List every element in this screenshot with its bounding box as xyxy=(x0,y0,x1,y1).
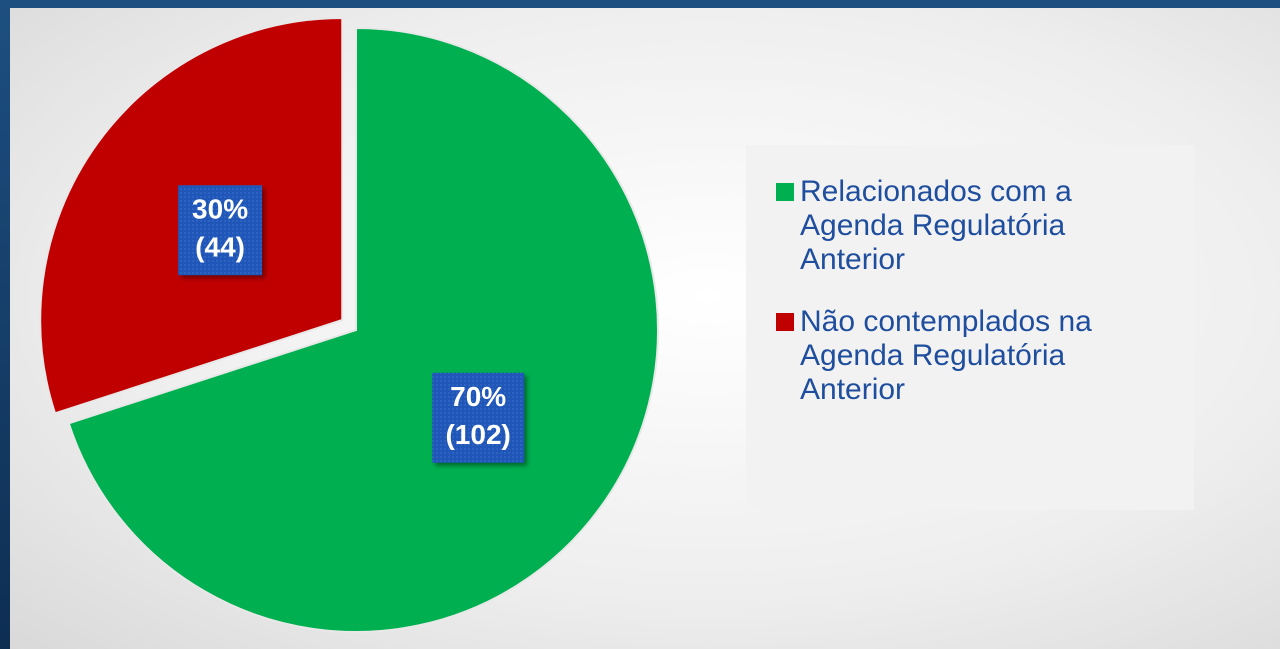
legend-swatch xyxy=(776,183,794,201)
legend-item: Relacionados com a Agenda Regulatória An… xyxy=(776,175,1194,277)
data-label: 30% (44) xyxy=(178,185,263,276)
pie-slice xyxy=(67,26,659,633)
legend-label: Não contemplados na Agenda Regulatória A… xyxy=(800,305,1092,406)
count-label: (102) xyxy=(445,419,510,450)
count-label: (44) xyxy=(195,232,245,263)
data-label: 70% (102) xyxy=(432,372,525,463)
percent-label: 70% xyxy=(450,381,506,412)
label-box xyxy=(432,372,525,463)
legend-label: Relacionados com a Agenda Regulatória An… xyxy=(800,175,1072,276)
legend-swatch xyxy=(776,313,794,331)
percent-label: 30% xyxy=(192,194,248,225)
label-box xyxy=(178,185,263,276)
legend: Relacionados com a Agenda Regulatória An… xyxy=(746,145,1194,510)
legend-item: Não contemplados na Agenda Regulatória A… xyxy=(776,305,1194,407)
